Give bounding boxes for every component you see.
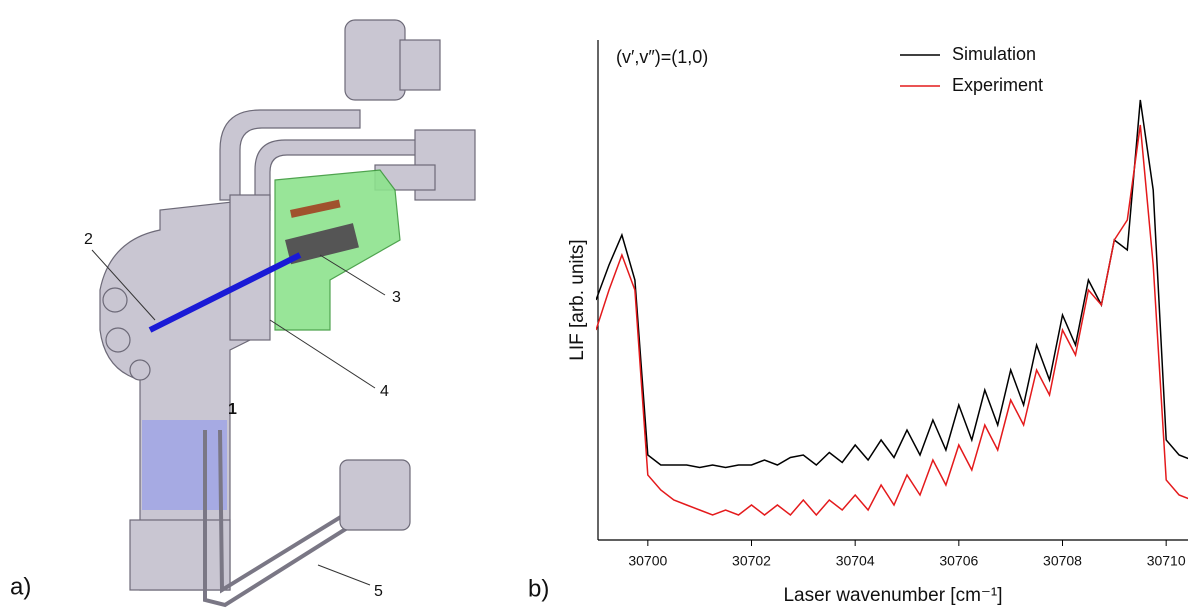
series-line: [596, 99, 1188, 469]
plot-area: 30700 30702 30704 30706 30708 30710: [596, 40, 1188, 569]
callout-label: 3: [392, 289, 401, 306]
y-axis-label: LIF [arb. units]: [567, 239, 588, 360]
apparatus-drawing: [91, 19, 476, 608]
callout-label: 5: [374, 583, 383, 600]
callout-label: 4: [380, 383, 389, 400]
x-tick-label: 30702: [732, 553, 771, 569]
legend-label: Experiment: [952, 75, 1043, 95]
callout-label: 2: [84, 231, 93, 248]
panel-label: b): [528, 575, 549, 602]
x-axis-label: Laser wavenumber [cm⁻¹]: [783, 585, 1002, 606]
x-tick-label: 30710: [1147, 553, 1186, 569]
legend-label: Simulation: [952, 44, 1036, 64]
x-tick-label: 30708: [1043, 553, 1082, 569]
x-tick-label: 30706: [939, 553, 978, 569]
series-line: [596, 124, 1188, 517]
x-tick-label: 30704: [836, 553, 875, 569]
panel-label: a): [10, 573, 31, 600]
spring: [285, 223, 359, 265]
coil: [290, 199, 341, 218]
x-tick-label: 30700: [628, 553, 667, 569]
callout-label: 1: [228, 401, 237, 418]
liquid-reservoir: [142, 420, 227, 510]
beam: [148, 252, 302, 333]
annotation: (v′,v″)=(1,0): [616, 47, 708, 67]
